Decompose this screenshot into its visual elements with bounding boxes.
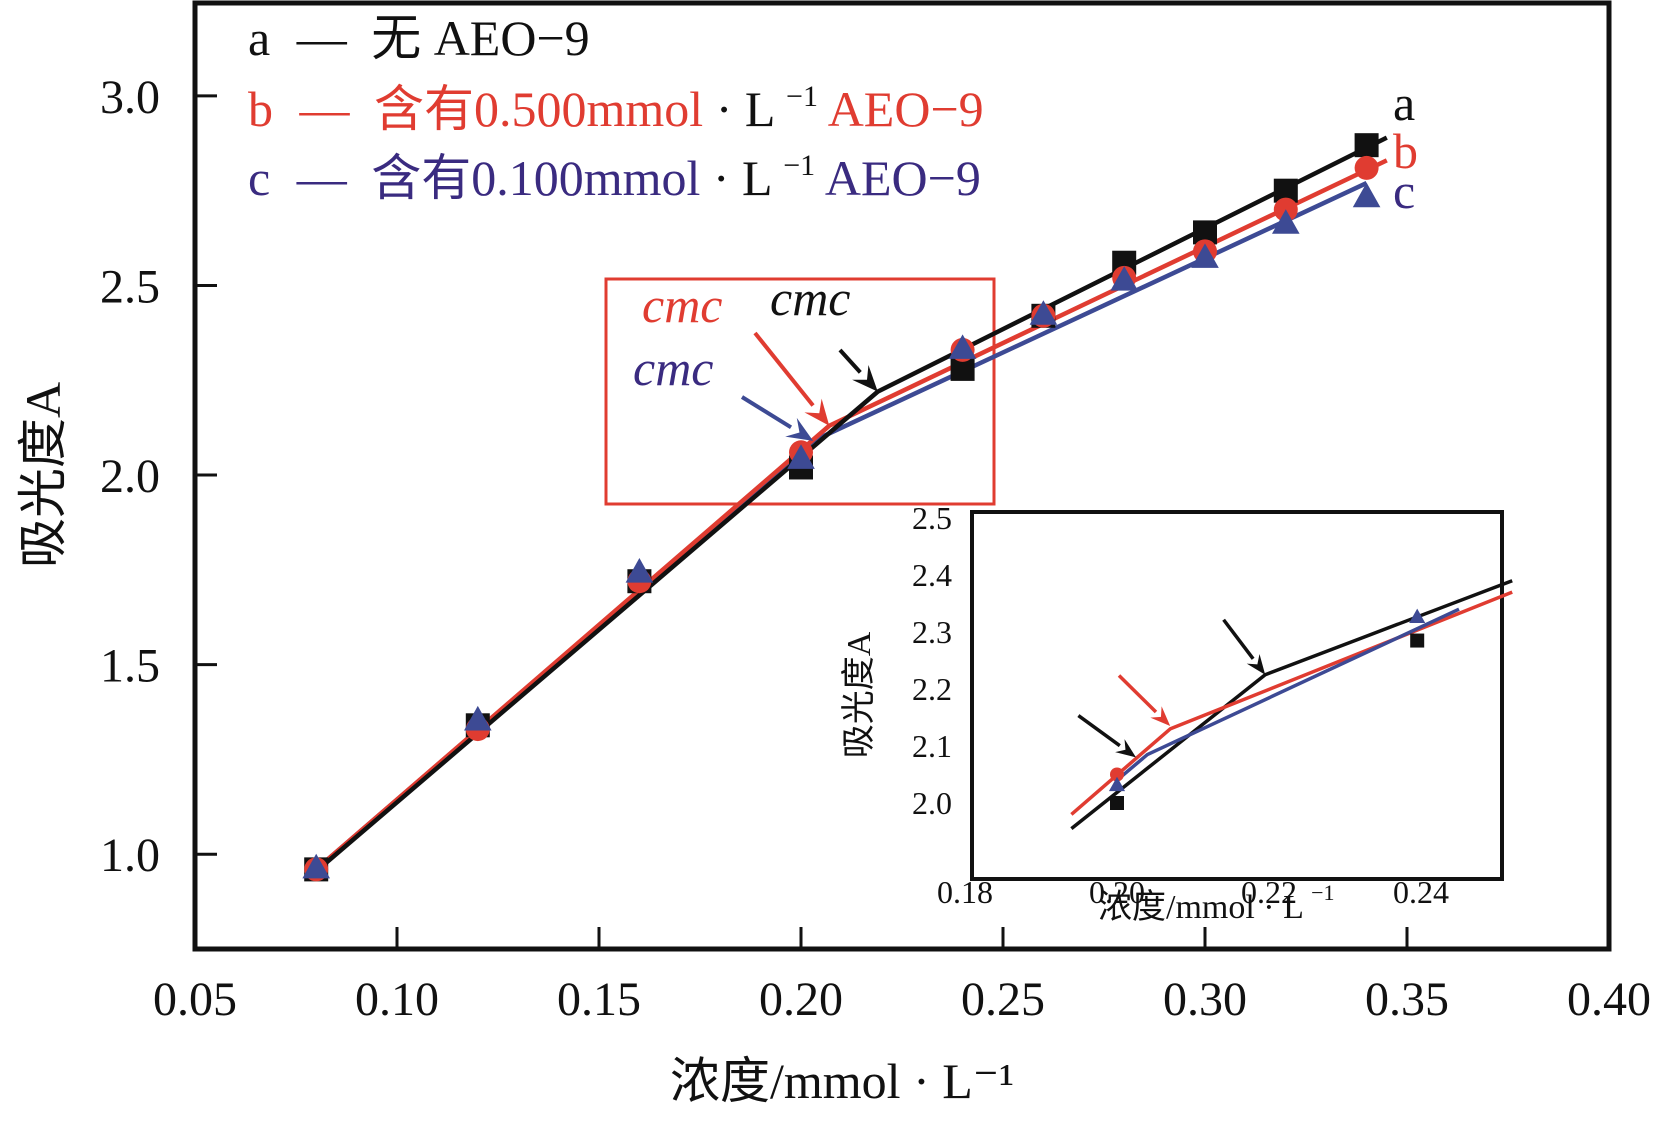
legend-text-b: 含有0.500mmol [374,81,703,137]
data-point-c [625,558,654,583]
cmc-arrow-head-a [852,364,878,392]
series-label-b: b [1393,123,1418,179]
x-axis-title-text: 浓度/mmol · L⁻¹ [670,1053,1014,1109]
x-axis-title: 浓度/mmol · L⁻¹ [670,1053,1014,1109]
y-tick-label: 1.5 [100,640,160,693]
inset-line-c [1115,607,1460,782]
cmc-label-a: cmc [770,270,851,326]
legend-unit-b: · L [716,81,774,137]
legend-suffix-c: AEO−9 [825,150,981,206]
inset-x-tick-label: 0.24 [1393,874,1449,910]
x-tick-label: 0.10 [355,973,439,1026]
legend-sup-b: −1 [786,80,818,113]
x-tick-label: 0.15 [557,973,641,1026]
data-point-c [1191,243,1219,268]
x-tick-label: 0.35 [1365,973,1449,1026]
cmc-label-b: cmc [642,277,723,333]
highlight-box [604,277,996,506]
inset-y-tick-label: 2.2 [912,671,952,707]
data-point-c [948,334,977,359]
inset-x-axis-title-sup: −1 [1311,880,1334,905]
legend-dash-b: — [299,81,351,137]
inset-point-c [1108,776,1126,792]
inset-y-tick-label: 2.4 [912,557,952,593]
inset-x-tick-label: 0.20 [1089,874,1145,910]
data-point-c [1272,209,1300,234]
x-tick-label: 0.20 [759,973,843,1026]
inset-y-tick-label: 2.0 [912,785,952,821]
legend-entry-a: a — 无 AEO−9 [248,10,590,66]
legend-suffix-b: AEO−9 [828,81,984,137]
series-label-a: a [1393,75,1415,131]
data-point-a [1354,133,1379,158]
cmc-arrow-shaft-c [740,395,793,429]
data-point-c [787,444,815,469]
inset-point-b [1110,767,1124,782]
inset-x-tick-label: 0.22 [1241,874,1297,910]
inset-cmc-arrow-shaft-c [1077,714,1121,748]
data-point-c [1110,266,1138,291]
legend: a — 无 AEO−9 b — 含有0.500mmol · L −1 AEO−9… [248,10,984,206]
y-axis-title: 吸光度A [15,382,71,568]
inset-cmc-arrow-shaft-b [1117,674,1158,714]
data-point-c [464,705,492,731]
series-end-labels: a b c [1393,75,1418,219]
legend-entry-c: c — 含有0.100mmol · L −1 AEO−9 [248,130,981,206]
legend-key-a: a [248,10,270,66]
cmc-label-c: cmc [633,340,714,396]
data-point-c [1352,182,1381,208]
cmc-arrow-head-b [804,398,830,426]
inset-y-tick-label: 2.5 [912,500,952,536]
inset-y-tick-label: 2.1 [912,728,952,764]
data-point-c [302,853,330,879]
legend-sup-c: −1 [783,149,815,182]
main-axes: 0.05 0.10 0.15 0.20 0.25 0.30 0.35 0.40 1.0 1.5 2.… [100,0,1651,1026]
inset-cmc-arrow-head-c [1115,739,1136,758]
inset-chart: 0.18 0.20 0.22 0.242.02.12.22.32.42.5 吸光度A … [840,500,1513,926]
inset-x-tick-label: 0.18 [937,874,993,910]
legend-entry-b: b — 含有0.500mmol · L −1 AEO−9 [248,61,984,137]
cmc-arrow-head-c [785,417,814,441]
x-tick-label: 0.05 [153,973,237,1026]
x-tick-label: 0.25 [961,973,1045,1026]
inset-x-axis-title-text: 浓度/mmol · L [1098,888,1303,926]
inset-points [1108,608,1426,810]
legend-key-b: b [248,81,273,137]
legend-unit-c: · L [713,150,771,206]
inset-point-a [1110,796,1124,810]
highlight-box-group [604,277,996,506]
legend-text-c: 含有0.100mmol [371,150,700,206]
inset-cmc-arrow-shaft-a [1222,618,1255,660]
inset-point-c [1409,608,1426,623]
inset-y-axis-title: 吸光度A [840,631,878,758]
legend-key-c: c [248,150,270,206]
y-tick-label: 2.5 [100,260,160,313]
inset-y-tick-label: 2.3 [912,614,952,650]
cmc-arrow-shaft-b [753,331,815,407]
data-point-c [1029,300,1058,325]
inset-cmc-arrow-head-b [1150,706,1171,727]
inset-ticks: 0.18 0.20 0.22 0.24 2.0 2.1 2.2 2.3 2.4 2.5 [912,500,1449,910]
cmc-arrow-shaft-a [838,348,862,374]
x-tick-label: 0.40 [1567,973,1651,1026]
main-data-points [302,133,1381,882]
inset-point-a [1410,633,1425,648]
inset-x-axis-title: 浓度/mmol · L −1 [1098,880,1335,926]
inset-cmc-arrow-head-a [1246,653,1266,675]
y-tick-label: 2.0 [100,450,160,503]
legend-text-a: 无 AEO−9 [371,10,589,66]
inset-cmc-arrows [1077,618,1266,758]
legend-dash-a: — [296,10,348,66]
x-tick-label: 0.30 [1163,973,1247,1026]
legend-dash-c: — [296,150,348,206]
data-point-b [1354,155,1379,180]
series-label-c: c [1393,163,1415,219]
y-tick-label: 1.0 [100,829,160,882]
y-tick-label: 3.0 [100,71,160,124]
